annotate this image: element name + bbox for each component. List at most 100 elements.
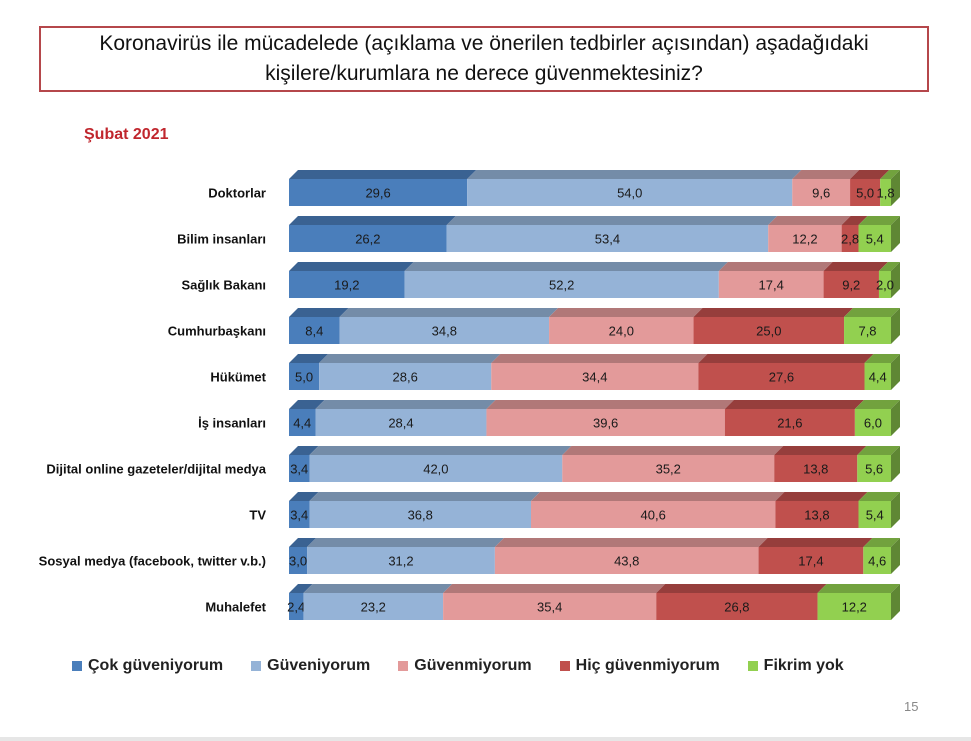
data-label: 19,2 <box>334 278 359 293</box>
bar-segment-top <box>774 446 867 455</box>
bar-segment-top <box>443 584 666 593</box>
bar-segment-top <box>289 538 317 547</box>
bottom-divider <box>0 737 971 741</box>
bar-segment-top <box>857 446 900 455</box>
data-label: 4,4 <box>869 370 887 385</box>
legend-label: Çok güveniyorum <box>88 657 224 674</box>
data-label: 4,6 <box>868 554 886 569</box>
bar-segment-top <box>486 400 734 409</box>
legend-item: Güveniyorum <box>251 657 370 675</box>
legend-swatch <box>72 661 82 671</box>
bar-segment <box>289 225 447 252</box>
category-label: Muhalefet <box>205 600 266 615</box>
bar-segment-top <box>775 492 868 501</box>
bar-segment-top <box>768 216 851 225</box>
bar-segment <box>309 455 563 482</box>
data-label: 5,4 <box>866 508 884 523</box>
category-label: İş insanları <box>198 416 266 431</box>
bar-segment-top <box>467 170 802 179</box>
bar-segment-side <box>891 400 900 436</box>
data-label: 31,2 <box>388 554 413 569</box>
bar-segment-side <box>891 584 900 620</box>
bar-segment-top <box>289 216 456 225</box>
bar-segment <box>549 317 694 344</box>
bar-segment-top <box>531 492 785 501</box>
data-label: 3,4 <box>290 462 308 477</box>
data-label: 2,0 <box>876 278 894 293</box>
chart-title-line-1: Koronavirüs ile mücadelede (açıklama ve … <box>99 32 869 55</box>
bar-segment <box>289 501 310 528</box>
data-label: 5,0 <box>295 370 313 385</box>
period-label: Şubat 2021 <box>84 126 169 143</box>
category-label: Hükümet <box>210 370 266 385</box>
bar-segment-top <box>307 538 504 547</box>
bar-segment-top <box>289 446 319 455</box>
bar-segment-top <box>878 262 900 271</box>
bar-segment <box>792 179 851 206</box>
data-label: 9,6 <box>812 186 830 201</box>
data-label: 26,2 <box>355 232 380 247</box>
bar-segment <box>289 179 468 206</box>
data-label: 1,8 <box>877 186 895 201</box>
bar-segment <box>289 363 320 390</box>
bar-segment <box>698 363 865 390</box>
data-label: 34,8 <box>432 324 457 339</box>
bar-segment-top <box>446 216 778 225</box>
data-label: 5,0 <box>856 186 874 201</box>
legend-swatch <box>398 661 409 671</box>
category-label: Sağlık Bakanı <box>181 278 266 293</box>
legend-label: Fikrim yok <box>763 657 844 674</box>
bar-segment <box>878 271 891 298</box>
data-label: 42,0 <box>423 462 448 477</box>
data-label: 43,8 <box>614 554 639 569</box>
bar-segment-top <box>841 216 868 225</box>
bar-segment-top <box>404 262 728 271</box>
bar-segment <box>656 593 818 620</box>
bar-segment-top <box>858 492 900 501</box>
bar-segment-top <box>844 308 900 317</box>
data-label: 25,0 <box>756 324 781 339</box>
bar-segment <box>467 179 793 206</box>
bar-segment-side <box>891 308 900 344</box>
data-label: 12,2 <box>792 232 817 247</box>
data-label: 36,8 <box>408 508 433 523</box>
bar-segment <box>823 271 879 298</box>
data-label: 13,8 <box>804 508 829 523</box>
bar-segment <box>307 547 495 574</box>
legend-item: Fikrim yok <box>747 657 844 675</box>
bar-segment <box>858 501 891 528</box>
bar-segment <box>857 455 891 482</box>
bar-segment-side <box>891 354 900 390</box>
data-label: 6,0 <box>864 416 882 431</box>
data-label: 54,0 <box>617 186 642 201</box>
data-label: 53,4 <box>595 232 620 247</box>
bar-segment <box>309 501 532 528</box>
legend-label: Güvenmiyorum <box>414 657 532 674</box>
bar-segment <box>446 225 769 252</box>
bar-segment <box>841 225 859 252</box>
data-label: 5,4 <box>866 232 884 247</box>
legend-swatch <box>251 661 262 671</box>
data-label: 9,2 <box>842 278 860 293</box>
bar-segment <box>289 409 316 436</box>
bar-segment-side <box>891 492 900 528</box>
legend-label: Hiç güvenmiyorum <box>575 657 720 674</box>
bar-segment-top <box>863 538 900 547</box>
bar-segment-top <box>718 262 833 271</box>
bar-segment-side <box>891 538 900 574</box>
data-label: 3,4 <box>290 508 308 523</box>
data-label: 29,6 <box>365 186 390 201</box>
chart-title-box: Koronavirüs ile mücadelede (açıklama ve … <box>39 26 929 92</box>
bar-segment <box>289 547 308 574</box>
legend-swatch <box>747 661 758 671</box>
bar-segment-top <box>758 538 873 547</box>
data-label: 34,4 <box>582 370 607 385</box>
data-label: 2,4 <box>287 600 305 615</box>
bar-segment-top <box>854 400 900 409</box>
bar-segment <box>486 409 725 436</box>
data-label: 8,4 <box>305 324 323 339</box>
bar-segment-top <box>289 308 349 317</box>
bar-segment-top <box>289 262 414 271</box>
bar-segment <box>494 547 759 574</box>
bar-segment-top <box>880 170 900 179</box>
